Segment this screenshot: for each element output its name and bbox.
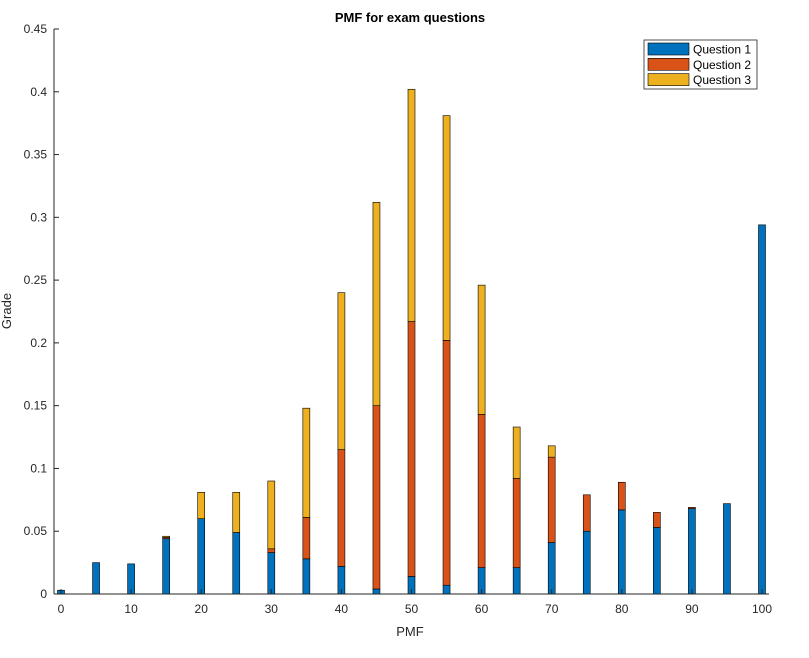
x-tick-label-20: 20 <box>195 602 209 616</box>
y-tick-label-0.4: 0.4 <box>30 85 47 99</box>
bar-series-1-x-30 <box>267 552 276 595</box>
bar-series-1-x-25 <box>232 532 241 595</box>
x-tick-label-40: 40 <box>335 602 349 616</box>
bar-series-1-x-35 <box>302 558 311 595</box>
y-tick-label-0.25: 0.25 <box>24 273 48 287</box>
y-tick-label-0.1: 0.1 <box>30 461 47 475</box>
x-tick-label-90: 90 <box>685 602 699 616</box>
bar-series-2-x-60 <box>477 414 486 568</box>
legend-label-series-2: Question 2 <box>693 58 751 72</box>
bar-series-1-x-65 <box>512 567 521 595</box>
x-tick-label-70: 70 <box>545 602 559 616</box>
bar-series-2-x-85 <box>653 512 661 528</box>
legend-swatch-series-2 <box>647 57 690 71</box>
bar-series-3-x-25 <box>232 491 241 533</box>
bar-series-3-x-40 <box>337 292 346 450</box>
bar-series-2-x-70 <box>547 456 556 543</box>
x-tick-label-0: 0 <box>58 602 65 616</box>
legend-swatch-series-1 <box>647 42 690 56</box>
y-tick-label-0.35: 0.35 <box>24 148 48 162</box>
bar-series-2-x-90 <box>688 507 696 509</box>
bar-series-2-x-45 <box>372 405 381 590</box>
y-tick-label-0: 0 <box>40 587 47 601</box>
bar-series-1-x-45 <box>372 588 381 595</box>
x-tick-label-10: 10 <box>124 602 138 616</box>
bar-series-3-x-55 <box>442 115 451 341</box>
bar-series-2-x-40 <box>337 449 346 567</box>
bar-series-2-x-65 <box>512 478 521 568</box>
bar-series-3-x-35 <box>302 407 311 518</box>
bar-series-1-x-80 <box>617 509 626 595</box>
bar-series-1-x-55 <box>442 584 451 595</box>
bar-series-1-x-75 <box>582 530 591 595</box>
axes-layer: 0 10 20 30 40 50 60 70 80 90 100 0 0.05 0.1 0.15 0.2 0.2… <box>24 22 773 616</box>
bars-layer <box>57 88 766 595</box>
x-tick-label-50: 50 <box>405 602 419 616</box>
bar-series-1-x-100 <box>758 224 766 595</box>
y-tick-label-0.05: 0.05 <box>24 524 48 538</box>
bar-series-3-x-20 <box>197 491 206 519</box>
bar-series-3-x-50 <box>407 88 416 322</box>
x-tick-label-100: 100 <box>752 602 772 616</box>
bar-series-3-x-70 <box>547 445 556 458</box>
bar-series-3-x-65 <box>512 426 521 479</box>
bar-series-3-x-60 <box>477 284 486 415</box>
bar-series-1-x-95 <box>723 503 731 595</box>
bar-series-1-x-5 <box>92 562 100 595</box>
y-tick-label-0.15: 0.15 <box>24 399 48 413</box>
legend-label-series-3: Question 3 <box>693 73 751 87</box>
bar-series-2-x-80 <box>617 481 626 511</box>
legend-swatch-series-3 <box>647 73 690 86</box>
y-axis-label: Grade <box>0 293 14 329</box>
x-tick-label-80: 80 <box>615 602 629 616</box>
bar-series-2-x-75 <box>582 494 591 532</box>
bar-series-1-x-15 <box>162 538 170 595</box>
bar-series-1-x-20 <box>197 518 206 595</box>
x-axis-label: PMF <box>396 624 424 639</box>
bar-series-1-x-70 <box>547 542 556 595</box>
bar-series-2-x-35 <box>302 517 311 560</box>
bar-series-3-x-30 <box>267 480 276 550</box>
bar-series-2-x-50 <box>407 321 416 577</box>
y-tick-label-0.2: 0.2 <box>30 336 47 350</box>
y-tick-label-0.45: 0.45 <box>24 22 48 36</box>
y-tick-label-0.3: 0.3 <box>30 210 47 224</box>
x-tick-label-60: 60 <box>475 602 489 616</box>
bar-series-3-x-45 <box>372 201 381 406</box>
bar-series-1-x-90 <box>688 508 696 595</box>
bar-series-1-x-85 <box>653 527 661 595</box>
chart-title: PMF for exam questions <box>335 10 485 25</box>
legend-label-series-1: Question 1 <box>693 43 751 57</box>
bar-series-3-x-15 <box>162 535 170 538</box>
bar-series-2-x-55 <box>442 340 451 586</box>
x-tick-label-30: 30 <box>265 602 279 616</box>
bar-series-2-x-30 <box>267 548 276 553</box>
